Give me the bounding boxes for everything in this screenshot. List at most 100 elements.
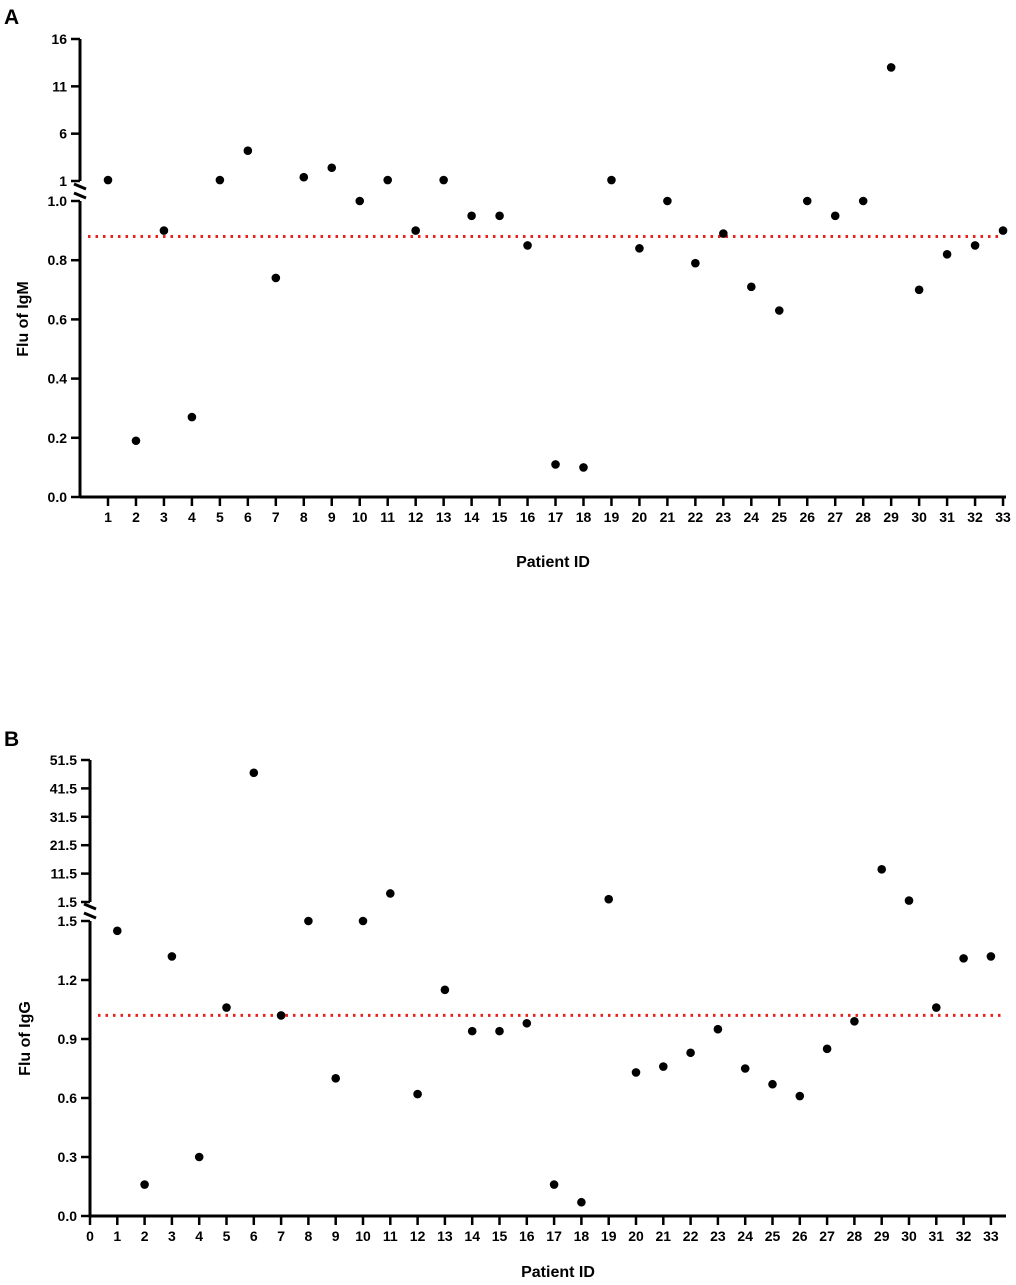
- x-tick-label: 18: [574, 1228, 590, 1244]
- y-tick-label: 0.0: [58, 1208, 78, 1224]
- data-point: [439, 175, 448, 185]
- x-tick-label: 24: [737, 1228, 753, 1244]
- y-tick-label: 0.9: [58, 1031, 78, 1047]
- x-tick-label: 12: [410, 1228, 426, 1244]
- x-tick-label: 26: [792, 1228, 808, 1244]
- x-tick-label: 21: [660, 509, 676, 525]
- x-tick-label: 4: [188, 509, 196, 525]
- y-tick-label: 0.2: [48, 430, 68, 446]
- x-tick-label: 1: [113, 1228, 121, 1244]
- x-tick-label: 11: [380, 509, 395, 525]
- y-tick-label: 1.2: [58, 972, 78, 988]
- y-tick-label: 51.5: [50, 752, 77, 768]
- y-axis-title: Flu of IgM: [15, 281, 32, 357]
- data-point: [304, 916, 313, 926]
- x-tick-label: 25: [771, 509, 787, 525]
- data-point: [607, 175, 616, 185]
- x-tick-label: 10: [352, 509, 368, 525]
- data-point: [140, 1180, 149, 1189]
- data-point: [522, 1018, 532, 1028]
- data-point: [355, 196, 365, 206]
- data-point: [959, 954, 968, 963]
- y-tick-label: 0.8: [48, 252, 68, 268]
- y-tick-label: 0.6: [48, 311, 68, 327]
- data-point: [440, 985, 450, 995]
- x-tick-label: 15: [492, 1228, 508, 1244]
- data-point: [858, 196, 868, 206]
- data-point: [271, 273, 281, 283]
- y-tick-label: 11: [52, 78, 67, 94]
- x-tick-label: 3: [160, 509, 168, 525]
- x-tick-label: 9: [332, 1228, 340, 1244]
- data-point: [551, 460, 560, 469]
- data-point: [327, 163, 337, 173]
- data-point: [243, 146, 253, 156]
- x-tick-label: 0: [86, 1228, 94, 1244]
- data-point: [719, 229, 728, 238]
- y-tick-label: 0.3: [58, 1149, 78, 1165]
- x-tick-label: 13: [437, 1228, 453, 1244]
- data-point: [194, 1152, 204, 1162]
- data-point: [970, 241, 980, 250]
- data-point: [986, 952, 996, 961]
- x-tick-label: 4: [195, 1228, 203, 1244]
- y-tick-label: 0.6: [58, 1090, 78, 1106]
- data-point: [691, 258, 700, 268]
- x-tick-label: 29: [874, 1228, 890, 1244]
- data-point: [663, 196, 672, 206]
- data-point: [467, 1026, 477, 1036]
- x-tick-label: 19: [601, 1228, 617, 1244]
- x-tick-label: 31: [939, 509, 955, 525]
- data-point: [411, 226, 420, 235]
- x-tick-label: 22: [688, 509, 704, 525]
- data-point: [904, 896, 914, 905]
- x-tick-label: 2: [141, 1228, 149, 1244]
- x-tick-label: 20: [628, 1228, 644, 1244]
- data-point: [795, 1091, 805, 1101]
- x-tick-label: 20: [632, 509, 648, 525]
- x-tick-label: 17: [546, 1228, 562, 1244]
- data-point: [103, 175, 113, 185]
- x-tick-label: 18: [576, 509, 592, 525]
- data-point: [495, 211, 504, 221]
- x-tick-label: 3: [168, 1228, 176, 1244]
- x-tick-label: 25: [765, 1228, 781, 1244]
- x-tick-label: 12: [408, 509, 424, 525]
- panel-letter: A: [4, 6, 19, 29]
- y-tick-label: 41.5: [50, 780, 77, 796]
- y-tick-label: 21.5: [50, 837, 77, 853]
- data-point: [914, 285, 924, 295]
- x-tick-label: 28: [847, 1228, 863, 1244]
- panel-letter: B: [4, 728, 19, 751]
- y-tick-label: 11.5: [51, 866, 78, 882]
- x-tick-label: 30: [901, 1228, 917, 1244]
- data-point: [822, 1044, 832, 1054]
- data-point: [187, 412, 197, 422]
- y-tick-label: 1: [59, 173, 67, 189]
- axis-break-mark: [73, 191, 87, 200]
- x-tick-label: 6: [244, 509, 252, 525]
- data-point: [877, 865, 886, 874]
- x-tick-label: 19: [604, 509, 620, 525]
- x-tick-label: 31: [929, 1228, 945, 1244]
- x-tick-label: 32: [956, 1228, 972, 1244]
- data-point: [467, 211, 476, 221]
- data-point: [113, 926, 122, 936]
- x-tick-label: 9: [328, 509, 336, 525]
- x-tick-label: 24: [744, 509, 760, 525]
- data-point: [768, 1079, 777, 1089]
- x-tick-label: 5: [223, 1228, 231, 1244]
- y-tick-label: 1.5: [58, 894, 78, 910]
- x-tick-label: 30: [911, 509, 927, 525]
- x-tick-label: 7: [277, 1228, 285, 1244]
- data-point: [159, 226, 169, 235]
- x-tick-label: 6: [250, 1228, 258, 1244]
- data-point: [549, 1180, 559, 1189]
- y-tick-label: 31.5: [50, 809, 77, 825]
- data-point: [932, 1003, 941, 1012]
- data-point: [886, 63, 896, 72]
- panel-b: B0.00.30.60.91.21.51.511.521.531.541.551…: [4, 728, 1006, 1281]
- data-point: [740, 1064, 750, 1073]
